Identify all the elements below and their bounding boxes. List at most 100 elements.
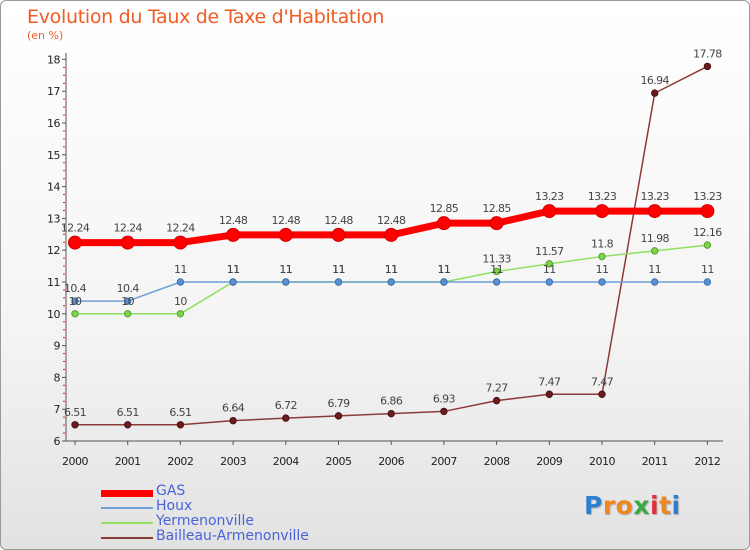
data-label-bailleau-armenonville: 6.51	[169, 406, 191, 419]
data-label-yermenonville: 11	[227, 263, 240, 276]
data-point-yermenonville	[651, 247, 659, 255]
data-point-yermenonville	[71, 310, 79, 318]
legend-label: Houx	[156, 498, 193, 514]
data-label-houx: 11	[648, 263, 661, 276]
data-label-houx: 10.4	[64, 282, 87, 295]
legend-label: Bailleau-Armenonville	[156, 528, 309, 544]
x-tick-label: 2002	[167, 455, 193, 468]
data-label-yermenonville: 11	[332, 263, 345, 276]
data-label-bailleau-armenonville: 7.27	[486, 382, 509, 395]
data-label-houx: 11	[596, 263, 609, 276]
data-point-yermenonville	[598, 252, 606, 261]
data-point-houx	[545, 278, 553, 286]
x-tick-label: 2004	[273, 455, 299, 468]
x-tick-label: 2001	[115, 455, 141, 468]
data-label-yermenonville: 12.16	[693, 226, 722, 239]
y-tick-label: 16	[47, 117, 60, 130]
data-point-gas	[120, 235, 135, 250]
data-point-gas	[647, 204, 662, 219]
data-label-gas: 13.23	[535, 190, 564, 203]
data-label-yermenonville: 11.98	[640, 232, 669, 245]
data-label-bailleau-armenonville: 6.51	[117, 406, 139, 419]
data-label-houx: 11	[332, 263, 345, 276]
y-tick-label: 17	[47, 85, 60, 98]
data-point-bailleau-armenonville	[282, 414, 290, 422]
data-point-yermenonville	[492, 267, 501, 276]
proxiti-logo: Proxiti	[584, 491, 681, 520]
data-point-houx	[176, 278, 185, 286]
data-label-bailleau-armenonville: 7.47	[538, 375, 561, 388]
data-label-gas: 13.23	[693, 190, 722, 203]
data-point-houx	[334, 278, 343, 286]
data-point-yermenonville	[124, 310, 132, 318]
data-label-gas: 13.23	[640, 190, 669, 203]
legend-swatch	[101, 489, 153, 497]
data-point-houx	[598, 278, 606, 286]
data-point-houx	[229, 278, 237, 286]
data-label-gas: 12.85	[430, 202, 459, 215]
data-label-bailleau-armenonville: 6.93	[433, 392, 456, 405]
data-point-bailleau-armenonville	[598, 390, 606, 398]
x-tick-label: 2010	[589, 455, 615, 468]
logo-letter: x	[633, 491, 650, 520]
x-tick-label: 2012	[694, 455, 720, 468]
data-point-gas	[226, 227, 241, 242]
x-tick-label: 2000	[62, 455, 88, 468]
chart-subtitle: (en %)	[27, 29, 64, 42]
data-label-bailleau-armenonville: 7.47	[591, 375, 614, 388]
data-label-yermenonville: 10	[69, 295, 82, 308]
data-label-yermenonville: 11.33	[482, 253, 511, 266]
data-point-bailleau-armenonville	[492, 396, 501, 405]
data-point-houx	[124, 297, 132, 305]
data-point-bailleau-armenonville	[71, 421, 79, 429]
data-point-yermenonville	[176, 310, 185, 318]
data-label-yermenonville: 11	[385, 263, 398, 276]
data-label-yermenonville: 11	[279, 263, 292, 276]
x-tick-label: 2006	[378, 455, 404, 468]
logo-letter: i	[650, 491, 660, 520]
logo-letter: r	[602, 491, 616, 520]
legend-label: Yermenonville	[156, 513, 254, 529]
data-label-yermenonville: 10	[121, 295, 134, 308]
data-label-bailleau-armenonville: 6.86	[380, 395, 403, 408]
data-point-gas	[173, 235, 188, 250]
legend-label: GAS	[156, 483, 186, 499]
chart-title: Evolution du Taux de Taxe d'Habitation	[27, 6, 385, 28]
data-point-houx	[387, 278, 395, 286]
data-point-bailleau-armenonville	[440, 407, 448, 416]
data-point-houx	[703, 278, 712, 286]
data-label-gas: 12.48	[324, 214, 353, 227]
data-label-bailleau-armenonville: 6.79	[327, 397, 350, 410]
data-label-houx: 11	[385, 263, 398, 276]
data-label-gas: 12.24	[113, 222, 142, 235]
data-point-yermenonville	[545, 260, 553, 268]
data-point-gas	[278, 227, 293, 242]
x-tick-label: 2007	[431, 455, 457, 468]
data-label-gas: 12.48	[272, 214, 301, 227]
data-label-gas: 12.48	[377, 214, 406, 227]
data-label-houx: 11	[543, 263, 556, 276]
logo-letter: i	[671, 491, 681, 520]
data-point-bailleau-armenonville	[176, 421, 185, 429]
data-label-yermenonville: 11.57	[535, 245, 564, 258]
legend-swatch	[101, 507, 153, 509]
x-tick-label: 2008	[484, 455, 510, 468]
data-point-bailleau-armenonville	[229, 416, 237, 425]
y-tick-label: 11	[47, 276, 60, 289]
x-tick-label: 2003	[220, 455, 246, 468]
y-tick-label: 13	[47, 212, 60, 225]
data-label-yermenonville: 11	[437, 263, 450, 276]
data-label-bailleau-armenonville: 17.78	[693, 47, 722, 60]
data-point-bailleau-armenonville	[651, 89, 659, 97]
legend-swatch	[101, 537, 153, 539]
data-label-bailleau-armenonville: 6.72	[275, 399, 297, 412]
data-label-gas: 12.24	[61, 222, 90, 235]
data-point-houx	[71, 297, 79, 305]
data-point-houx	[492, 278, 501, 286]
data-point-houx	[651, 278, 659, 286]
data-point-bailleau-armenonville	[545, 390, 553, 398]
data-label-bailleau-armenonville: 6.51	[64, 406, 86, 419]
data-point-gas	[595, 204, 609, 219]
data-label-yermenonville: 11.8	[591, 238, 614, 251]
data-point-gas	[542, 204, 557, 219]
